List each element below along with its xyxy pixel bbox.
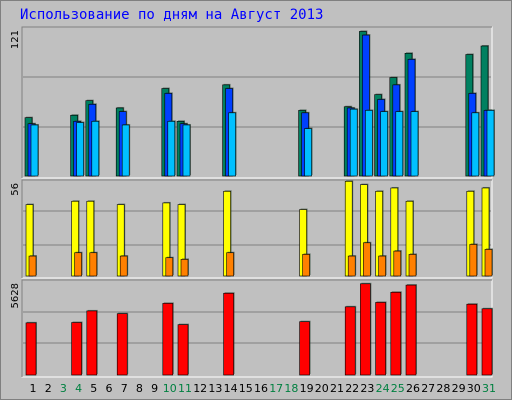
x-tick-label-6: 6 xyxy=(106,382,113,395)
x-tick-label-26: 26 xyxy=(406,382,420,395)
kbytes-bar-25 xyxy=(390,291,402,376)
kbytes-bar-30 xyxy=(466,303,478,376)
kbytes-bar-1 xyxy=(25,322,37,376)
sites-bar-24 xyxy=(378,255,386,277)
x-tick-label-22: 22 xyxy=(345,382,359,395)
pages-bar-25 xyxy=(395,111,404,177)
kbytes-bar-26 xyxy=(405,284,417,376)
sites-bar-22 xyxy=(347,255,356,277)
pages-bar-14 xyxy=(228,112,236,177)
x-tick-label-14: 14 xyxy=(224,382,238,395)
x-tick-label-17: 17 xyxy=(269,382,283,395)
kbytes-bar-10 xyxy=(162,303,174,376)
kbytes-bar-23 xyxy=(360,283,371,376)
sites-bar-30 xyxy=(469,244,478,277)
x-tick-label-23: 23 xyxy=(360,382,374,395)
x-tick-label-4: 4 xyxy=(75,382,82,395)
x-tick-label-7: 7 xyxy=(121,382,128,395)
kbytes-bar-14 xyxy=(223,292,234,376)
y-max-label: 121 xyxy=(10,30,21,49)
chart-title: Использование по дням на Август 2013 xyxy=(20,7,324,23)
kbytes-bar-5 xyxy=(86,310,98,376)
x-tick-label-2: 2 xyxy=(45,382,52,395)
x-tick-label-8: 8 xyxy=(136,382,143,395)
pages-bar-24 xyxy=(380,111,388,177)
x-tick-label-5: 5 xyxy=(90,382,97,395)
sites-bar-4 xyxy=(74,252,82,277)
pages-bar-11 xyxy=(182,124,191,177)
pages-bar-23 xyxy=(365,110,373,177)
panel-edge xyxy=(21,179,492,278)
sites-bar-1 xyxy=(28,255,37,277)
x-tick-label-29: 29 xyxy=(452,382,466,395)
sites-bar-10 xyxy=(165,257,174,277)
kbytes-bar-19 xyxy=(299,321,310,376)
x-tick-label-24: 24 xyxy=(376,382,390,395)
panel-edge xyxy=(21,26,492,178)
sites-bar-7 xyxy=(119,255,128,277)
x-tick-label-25: 25 xyxy=(391,382,405,395)
pages-bar-7 xyxy=(121,124,130,177)
pages-bar-10 xyxy=(167,121,176,177)
kbytes-bar-22 xyxy=(344,306,356,376)
sites-bar-5 xyxy=(89,252,98,277)
x-tick-label-30: 30 xyxy=(467,382,481,395)
x-tick-label-19: 19 xyxy=(300,382,314,395)
x-tick-label-20: 20 xyxy=(315,382,329,395)
x-tick-label-21: 21 xyxy=(330,382,344,395)
pages-bar-1 xyxy=(30,124,39,177)
x-tick-label-15: 15 xyxy=(239,382,253,395)
sites-bar-23 xyxy=(363,242,371,277)
x-tick-label-1: 1 xyxy=(30,382,37,395)
x-tick-label-12: 12 xyxy=(193,382,207,395)
x-tick-label-10: 10 xyxy=(163,382,177,395)
pages-bar-22 xyxy=(349,108,358,177)
x-tick-label-9: 9 xyxy=(151,382,158,395)
x-tick-label-28: 28 xyxy=(436,382,450,395)
kbytes-bar-11 xyxy=(177,324,189,376)
y-max-label: 5628 xyxy=(10,283,21,308)
sites-bar-14 xyxy=(226,252,234,277)
sites-bar-11 xyxy=(180,259,189,277)
sites-bar-26 xyxy=(408,254,417,277)
sites-bar-31 xyxy=(484,249,493,277)
kbytes-bar-31 xyxy=(481,308,493,376)
pages-bar-30 xyxy=(471,112,480,177)
x-tick-label-16: 16 xyxy=(254,382,268,395)
x-tick-label-18: 18 xyxy=(284,382,298,395)
x-tick-label-3: 3 xyxy=(60,382,67,395)
y-max-label: 56 xyxy=(10,183,21,196)
pages-bar-31 xyxy=(486,110,495,177)
x-tick-label-13: 13 xyxy=(208,382,222,395)
panel-edge xyxy=(21,279,492,377)
pages-bar-26 xyxy=(410,111,419,177)
pages-bar-4 xyxy=(76,122,84,177)
sites-bar-19 xyxy=(302,254,310,277)
kbytes-bar-7 xyxy=(116,313,128,376)
x-tick-label-27: 27 xyxy=(421,382,435,395)
x-tick-label-11: 11 xyxy=(178,382,192,395)
sites-bar-25 xyxy=(393,250,402,277)
pages-bar-5 xyxy=(91,121,100,177)
kbytes-bar-4 xyxy=(71,322,82,376)
pages-bar-19 xyxy=(304,128,312,177)
x-tick-label-31: 31 xyxy=(482,382,496,395)
kbytes-bar-24 xyxy=(375,302,386,376)
